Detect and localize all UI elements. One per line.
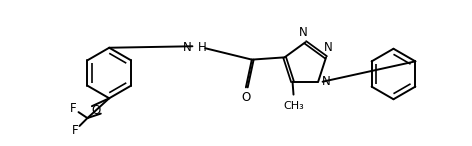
- Text: H: H: [198, 41, 207, 54]
- Text: N: N: [299, 26, 308, 39]
- Text: O: O: [241, 91, 251, 104]
- Text: N: N: [324, 41, 332, 54]
- Text: O: O: [92, 104, 101, 117]
- Text: N: N: [183, 41, 192, 54]
- Text: F: F: [72, 124, 79, 137]
- Text: N: N: [322, 75, 331, 88]
- Text: CH₃: CH₃: [283, 101, 304, 111]
- Text: F: F: [70, 102, 77, 115]
